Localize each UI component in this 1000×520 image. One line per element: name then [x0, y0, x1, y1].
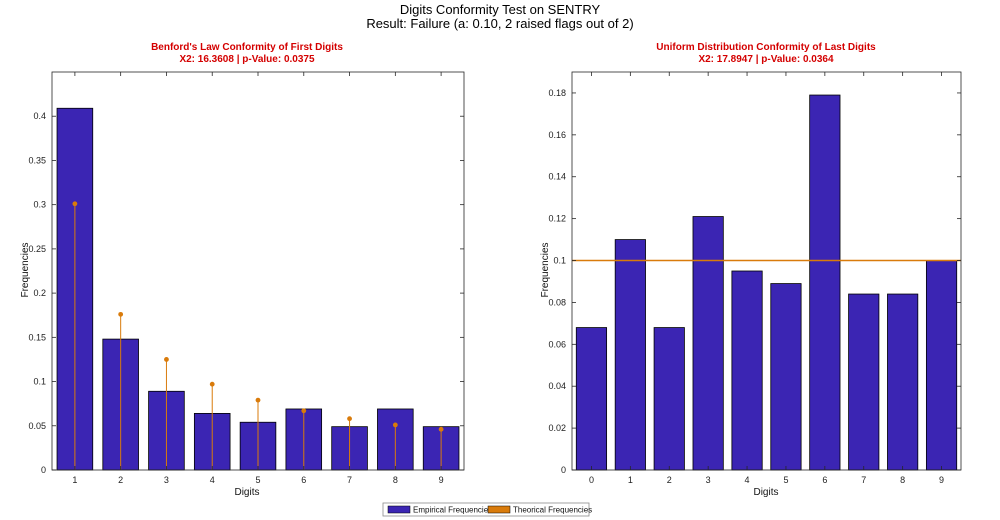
x-tick-label: 9 [939, 475, 944, 485]
uniform-chart: Uniform Distribution Conformity of Last … [540, 42, 962, 498]
y-tick-label: 0 [41, 465, 46, 475]
x-tick-label: 3 [706, 475, 711, 485]
stem-marker-digit-1 [72, 201, 78, 207]
x-tick-label: 5 [255, 475, 260, 485]
bar-digit-5 [770, 283, 802, 471]
x-tick-label: 5 [783, 475, 788, 485]
stem-marker-digit-2 [118, 311, 124, 317]
x-tick-label: 4 [210, 475, 215, 485]
x-tick-label: 2 [667, 475, 672, 485]
bar-digit-8 [887, 293, 919, 471]
legend-swatch-theoretical [487, 505, 511, 514]
stem-marker-digit-3 [164, 357, 169, 362]
x-tick-label: 1 [72, 475, 77, 485]
y-tick-label: 0 [561, 465, 566, 475]
stem-marker-digit-4 [209, 381, 215, 387]
bar-digit-7 [848, 293, 880, 471]
y-tick-label: 0.1 [553, 256, 566, 266]
y-tick-label: 0.3 [33, 200, 46, 210]
legend-label-theoretical: Theorical Frequencies [513, 506, 592, 515]
x-tick-label: 6 [822, 475, 827, 485]
stem-marker-digit-5 [255, 397, 261, 403]
bar-digit-1 [614, 239, 646, 471]
x-tick-label: 6 [301, 475, 306, 485]
chart-subtitle: X2: 16.3608 | p-Value: 0.0375 [179, 54, 315, 65]
bar-digit-2 [653, 327, 685, 471]
figure-title: Digits Conformity Test on SENTRY [400, 2, 601, 17]
y-tick-label: 0.05 [28, 421, 46, 431]
stem-marker-digit-9 [438, 426, 444, 432]
x-axis-label: Digits [234, 487, 259, 498]
y-tick-label: 0.04 [548, 381, 566, 391]
x-tick-label: 1 [628, 475, 633, 485]
y-axis-label: Frequencies [20, 242, 31, 297]
y-tick-label: 0.1 [33, 377, 46, 387]
y-tick-label: 0.16 [548, 130, 566, 140]
legend-swatch-empirical [387, 505, 411, 514]
x-tick-label: 8 [900, 475, 905, 485]
bar-digit-9 [925, 260, 958, 471]
x-tick-label: 8 [393, 475, 398, 485]
legend: Empirical Frequencies Theorical Frequenc… [382, 502, 592, 517]
x-tick-label: 3 [164, 475, 169, 485]
bar-digit-4 [731, 270, 763, 471]
y-tick-label: 0.14 [548, 172, 566, 182]
bar-digit-0 [575, 327, 608, 471]
axes-frame [571, 71, 962, 471]
stem-marker-digit-7 [347, 416, 352, 422]
bar-digit-3 [692, 216, 724, 471]
x-tick-label: 4 [745, 475, 750, 485]
chart-title: Benford's Law Conformity of First Digits [151, 42, 343, 53]
benford-chart: Benford's Law Conformity of First Digits… [20, 42, 465, 498]
x-tick-label: 7 [347, 475, 352, 485]
y-tick-label: 0.02 [548, 423, 566, 433]
y-tick-label: 0.12 [548, 214, 566, 224]
chart-subtitle: X2: 17.8947 | p-Value: 0.0364 [698, 54, 834, 65]
y-tick-label: 0.25 [28, 244, 46, 254]
legend-label-empirical: Empirical Frequencies [413, 506, 492, 515]
bar-digit-6 [809, 94, 841, 471]
y-tick-label: 0.4 [33, 111, 46, 121]
y-tick-label: 0.15 [28, 332, 46, 342]
y-tick-label: 0.18 [548, 88, 566, 98]
stem-marker-digit-6 [301, 408, 307, 414]
figure-result: Result: Failure (a: 0.10, 2 raised flags… [366, 16, 633, 31]
stem-marker-digit-8 [392, 422, 398, 428]
chart-title: Uniform Distribution Conformity of Last … [656, 42, 876, 53]
x-tick-label: 2 [118, 475, 123, 485]
y-axis-label: Frequencies [540, 242, 551, 297]
x-tick-label: 7 [861, 475, 866, 485]
y-tick-label: 0.06 [548, 339, 566, 349]
y-tick-label: 0.35 [28, 155, 46, 165]
y-tick-label: 0.08 [548, 297, 566, 307]
x-axis-label: Digits [753, 487, 778, 498]
legend-box [382, 502, 590, 517]
x-tick-label: 0 [589, 475, 594, 485]
y-tick-label: 0.2 [33, 288, 46, 298]
x-tick-label: 9 [439, 475, 444, 485]
